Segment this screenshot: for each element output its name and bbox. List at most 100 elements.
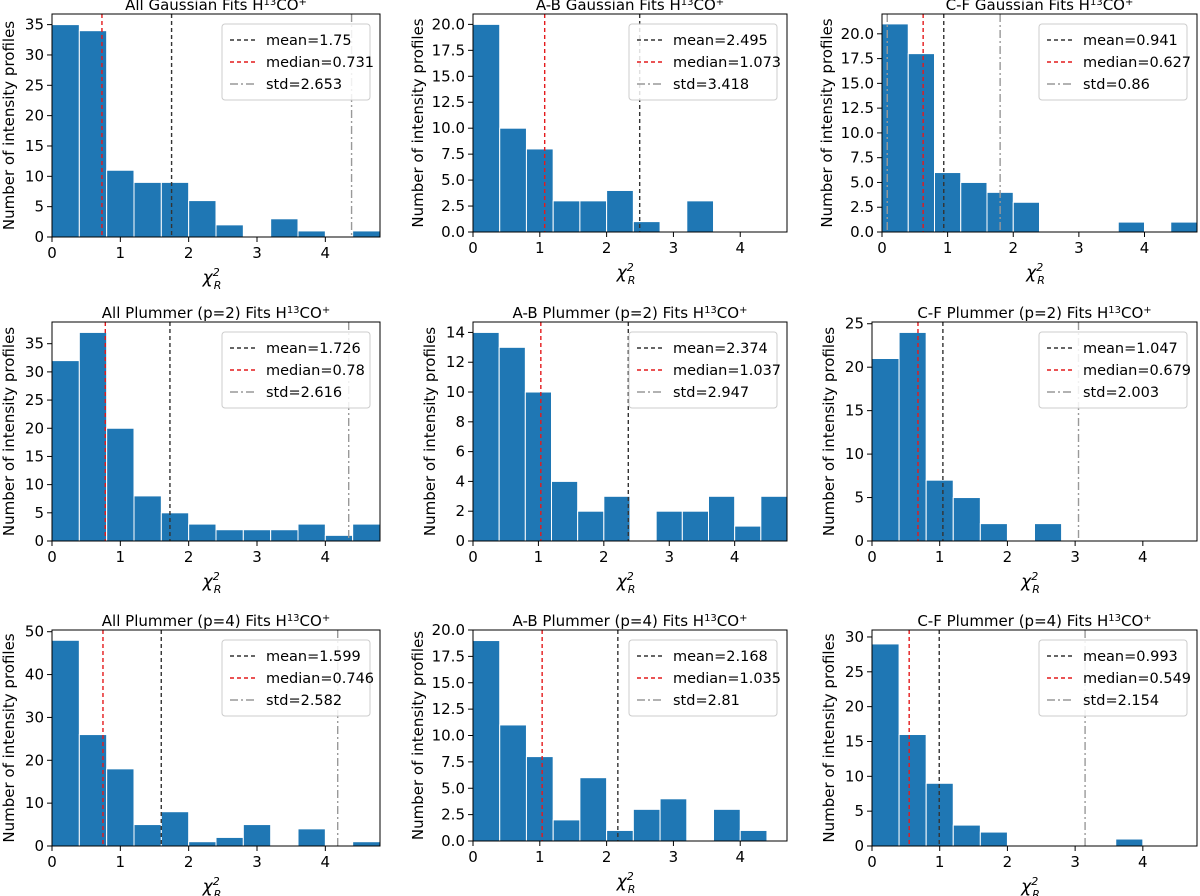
bar — [1012, 201, 1040, 232]
y-tick-label: 10 — [25, 476, 44, 494]
title-tail-superscript: + — [1143, 613, 1151, 624]
x-tick-label: 3 — [1074, 239, 1084, 257]
bar — [52, 639, 80, 846]
chart-title: C-F Plummer (p=4) Fits H13CO+ — [917, 612, 1151, 630]
y-tick-label: 5.0 — [441, 779, 465, 797]
title-tail-superscript: + — [739, 305, 747, 316]
legend-median-label: median=0.679 — [1083, 363, 1191, 379]
y-tick-label: 30 — [25, 46, 44, 64]
x-tick-label: 4 — [735, 239, 745, 257]
y-tick-label: 12.5 — [432, 93, 465, 111]
x-tick-label: 3 — [1070, 548, 1080, 566]
x-label-subscript: R — [628, 274, 636, 287]
y-tick-label: 14 — [446, 323, 465, 341]
x-tick-label: 3 — [252, 244, 262, 262]
chart-title: A-B Plummer (p=2) Fits H13CO+ — [513, 304, 748, 322]
histogram-panel-2: 0.0 2.5 5.0 7.5 10.0 12.5 15.0 17.5 20.0 0 1 2 3 4 A-B… — [409, 0, 788, 287]
bar — [52, 24, 80, 237]
y-tick-label: 0 — [34, 532, 44, 550]
y-axis-label: Number of intensity profiles — [409, 631, 427, 840]
x-tick-label: 3 — [252, 853, 262, 871]
legend-std-label: std=2.81 — [673, 693, 740, 709]
y-tick-label: 15 — [845, 402, 864, 420]
title-tail: CO — [1103, 0, 1125, 14]
y-axis-label: Number of intensity profiles — [0, 21, 18, 230]
x-tick-label: 0 — [877, 239, 887, 257]
x-tick-label: 0 — [47, 244, 57, 262]
legend-median-label: median=0.627 — [1083, 55, 1191, 71]
histogram-panel-9: 0 5 10 15 20 25 30 0 1 2 3 4 C-F Plummer (p=4) Fits … — [820, 612, 1198, 896]
bar — [960, 181, 988, 232]
y-axis-label: Number of intensity profiles — [818, 18, 836, 227]
axes-frame — [51, 13, 381, 238]
axes-frame — [51, 321, 381, 542]
legend-box — [628, 331, 778, 409]
y-tick-label: 2.5 — [441, 197, 465, 215]
bar — [106, 169, 135, 237]
bar — [681, 510, 709, 541]
bars — [872, 331, 1063, 541]
bar — [160, 811, 190, 846]
chart-title: All Gaussian Fits H13CO+ — [125, 0, 307, 14]
x-tick-label: 4 — [321, 548, 331, 566]
x-tick-label: 1 — [935, 548, 945, 566]
y-tick-label: 15.0 — [841, 74, 874, 92]
y-tick-label: 20 — [25, 107, 44, 125]
bar — [52, 360, 80, 541]
bars — [882, 23, 1197, 232]
title-tail: CO — [300, 304, 322, 322]
y-tick-label: 0.0 — [441, 832, 465, 850]
bar — [498, 346, 526, 541]
x-tick-label: 2 — [599, 548, 609, 566]
bar — [952, 824, 981, 846]
bars — [52, 24, 380, 237]
histogram-panel-3: 0.0 2.5 5.0 7.5 10.0 12.5 15.0 17.5 20.0 0 1 2 3 4 C-F… — [818, 0, 1198, 287]
y-tick-label: 20 — [845, 358, 864, 376]
title-tail: CO — [1121, 612, 1143, 630]
title-tail-superscript: + — [1143, 305, 1151, 316]
x-axis-label: χ2 R — [202, 875, 222, 896]
bar — [907, 53, 935, 232]
bar — [499, 724, 527, 841]
legend-median-label: median=0.78 — [266, 363, 365, 379]
x-axis-label: χ2 R — [1025, 261, 1045, 287]
y-tick-label: 17.5 — [432, 647, 465, 665]
y-tick-label: 2.5 — [850, 198, 874, 216]
x-tick-label: 4 — [1138, 853, 1148, 871]
title-text: All Plummer (p=2) Fits H — [102, 304, 287, 322]
legend-box — [1038, 331, 1188, 409]
bar — [215, 224, 244, 237]
x-tick-label: 4 — [735, 848, 745, 866]
title-superscript: 13 — [287, 613, 300, 624]
histogram-panel-6: 0 5 10 15 20 25 0 1 2 3 4 C-F Plummer (p=2) Fits H1… — [820, 304, 1198, 596]
x-label-main: χ — [1020, 877, 1032, 896]
y-tick-label: 5 — [34, 198, 44, 216]
y-tick-label: 5 — [854, 802, 864, 820]
y-tick-label: 20 — [25, 419, 44, 437]
y-tick-label: 25 — [845, 663, 864, 681]
y-tick-label: 15 — [25, 137, 44, 155]
legend-mean-label: mean=2.168 — [673, 649, 768, 665]
bar — [188, 523, 217, 541]
title-tail-superscript: + — [1125, 0, 1133, 8]
x-label-subscript: R — [214, 888, 222, 896]
chart-title: All Plummer (p=2) Fits H13CO+ — [102, 304, 330, 322]
histogram-panel-8: 0.0 2.5 5.0 7.5 10.0 12.5 15.0 17.5 20.0 0 1 2 3 4 A-B… — [409, 612, 788, 896]
x-tick-label: 1 — [116, 244, 126, 262]
legend-mean-label: mean=0.993 — [1083, 649, 1178, 665]
title-text: All Plummer (p=4) Fits H — [102, 612, 287, 630]
y-tick-label: 6 — [455, 443, 465, 461]
bars — [473, 331, 787, 541]
x-label-subscript: R — [1032, 583, 1040, 596]
bar — [188, 200, 217, 237]
legend-median-label: median=1.073 — [673, 55, 781, 71]
x-label-main: χ — [202, 877, 214, 896]
legend-mean-label: mean=2.495 — [673, 33, 768, 49]
x-label-superscript: 2 — [627, 261, 634, 274]
bar — [739, 829, 768, 841]
bar — [579, 777, 608, 841]
bar — [106, 427, 135, 541]
x-axis-label: χ2 R — [616, 570, 636, 596]
y-axis-label: Number of intensity profiles — [421, 327, 439, 536]
